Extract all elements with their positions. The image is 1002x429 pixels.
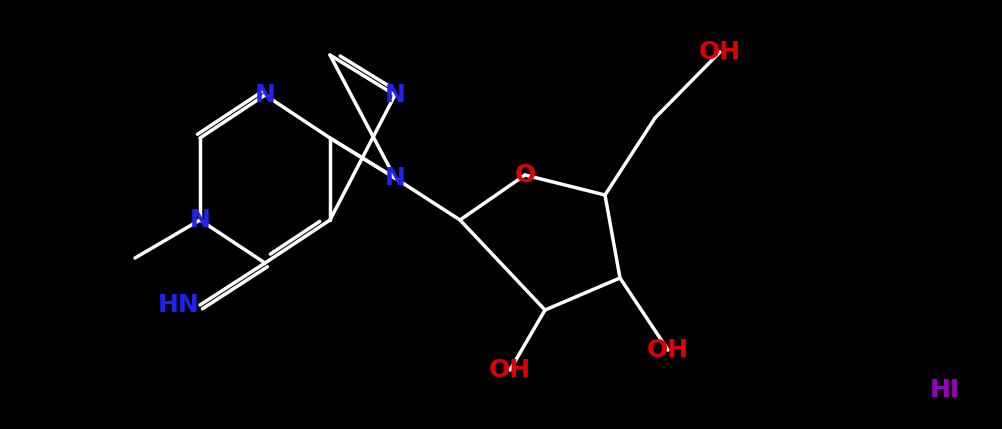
Text: N: N xyxy=(255,83,276,107)
Text: OH: OH xyxy=(699,40,741,64)
Text: N: N xyxy=(385,166,406,190)
Text: N: N xyxy=(385,83,406,107)
Text: N: N xyxy=(189,208,210,232)
Text: HI: HI xyxy=(930,378,960,402)
Text: O: O xyxy=(514,163,536,187)
Text: OH: OH xyxy=(489,358,531,382)
Text: HN: HN xyxy=(158,293,200,317)
Text: OH: OH xyxy=(647,338,689,362)
